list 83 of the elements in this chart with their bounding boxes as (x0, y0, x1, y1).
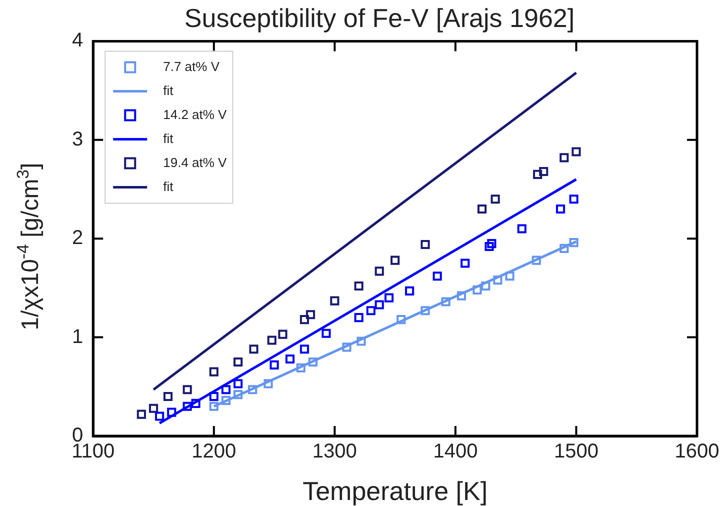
point (221, 396, 231, 406)
legend-label: fit (163, 82, 174, 98)
legend-label: fit (163, 130, 174, 146)
legend-label: 14.2 at% V (163, 106, 228, 122)
point (539, 166, 548, 176)
y-axis-title: 1/χx10-4 [g/cm3] (13, 162, 44, 330)
point (481, 281, 490, 291)
point (572, 147, 581, 156)
point (209, 367, 218, 376)
point (285, 354, 295, 364)
point (487, 239, 496, 248)
legend-label: fit (163, 178, 174, 194)
point (296, 363, 306, 372)
point (191, 398, 200, 408)
point (267, 336, 276, 345)
point (354, 313, 364, 322)
point (322, 328, 331, 338)
point (420, 306, 430, 316)
point (234, 357, 243, 367)
y-tick-label: 1 (72, 326, 84, 348)
point (354, 281, 364, 291)
point (366, 306, 376, 316)
point (248, 385, 258, 394)
point (396, 315, 406, 324)
x-tick-label: 1300 (312, 440, 357, 463)
chart-title: Susceptibility of Fe-V [Arajs 1962] (184, 2, 575, 33)
point (477, 204, 487, 214)
point (505, 272, 514, 281)
point (163, 392, 173, 402)
point (234, 379, 243, 388)
point (330, 296, 340, 306)
point (405, 286, 414, 296)
point (560, 244, 569, 254)
point (356, 336, 366, 346)
y-tick-label: 4 (72, 30, 84, 52)
point (306, 310, 316, 320)
point (308, 357, 318, 367)
point (155, 412, 164, 421)
point (517, 224, 526, 234)
point (182, 385, 192, 394)
point (532, 256, 541, 265)
point (484, 242, 494, 252)
point (278, 330, 288, 339)
point (234, 390, 243, 400)
point (209, 402, 218, 411)
point (472, 285, 482, 294)
x-tick-label: 1500 (554, 440, 598, 463)
point (374, 266, 384, 276)
point (460, 258, 470, 268)
point (136, 410, 146, 419)
point (209, 392, 218, 402)
point (560, 153, 569, 162)
point (490, 194, 500, 204)
point (167, 408, 176, 417)
point (249, 344, 258, 354)
point (384, 293, 394, 302)
point (556, 204, 566, 214)
point (569, 238, 578, 248)
point (221, 385, 231, 394)
y-tick-label: 3 (72, 128, 84, 150)
point (456, 291, 466, 300)
point (569, 194, 578, 204)
point (300, 315, 310, 324)
x-axis-title: Temperature [K] (302, 476, 488, 506)
point (182, 402, 192, 411)
point (390, 256, 400, 265)
legend-label: 7.7 at% V (163, 58, 220, 74)
point (493, 276, 502, 285)
point (374, 300, 384, 310)
point (342, 342, 352, 352)
point (533, 170, 542, 179)
point (264, 379, 273, 388)
x-tick-label: 1400 (433, 440, 478, 463)
point (420, 240, 430, 250)
point (300, 344, 310, 354)
x-tick-label: 1200 (192, 440, 236, 463)
y-tick-label: 2 (72, 227, 84, 250)
point (148, 404, 158, 413)
point (270, 360, 279, 370)
legend-label: 19.4 at% V (163, 154, 228, 170)
x-tick-label: 1600 (674, 440, 720, 463)
point (441, 297, 450, 306)
point (432, 272, 442, 281)
